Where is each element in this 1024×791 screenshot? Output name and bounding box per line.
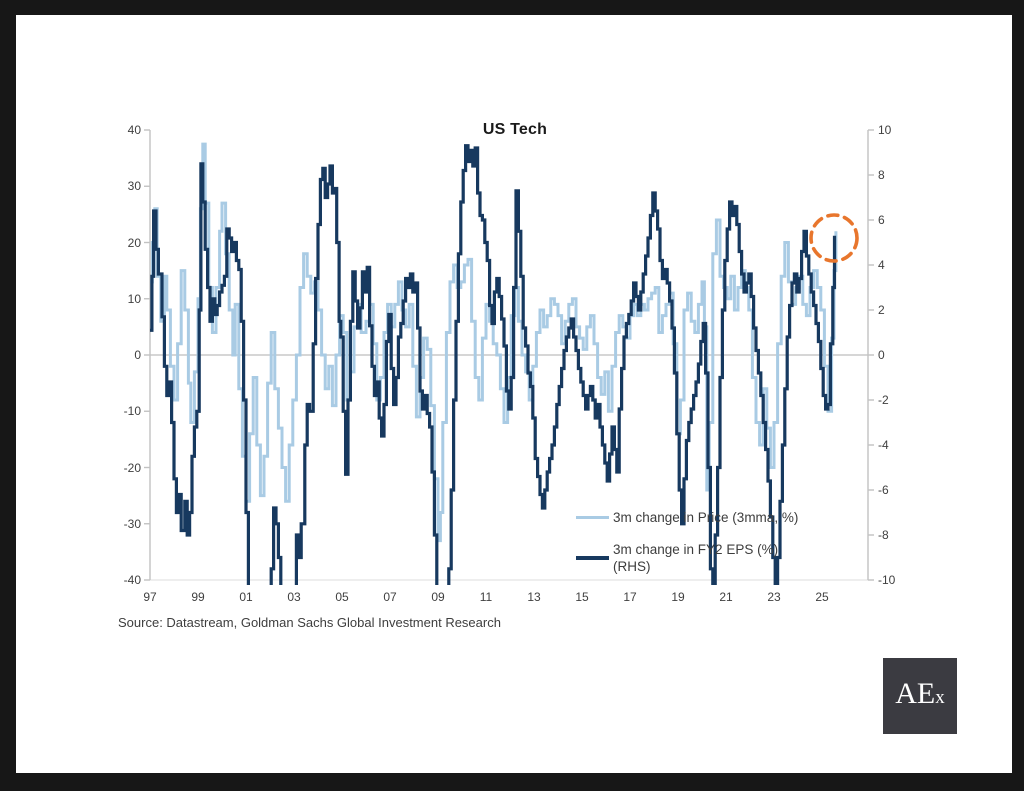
x-axis-tick-label: 17 — [623, 590, 637, 604]
right-axis-tick-label: -2 — [878, 393, 889, 407]
left-axis-tick-label: 20 — [127, 235, 141, 250]
x-axis-tick-label: 19 — [671, 590, 685, 604]
price-line-swatch — [576, 516, 609, 519]
right-axis-tick-label: -4 — [878, 438, 889, 452]
legend-label-price: 3m change in Price (3mma, %) — [613, 510, 799, 525]
x-axis-tick-label: 09 — [431, 590, 445, 604]
x-axis-tick-label: 03 — [287, 590, 301, 604]
x-axis-tick-label: 23 — [767, 590, 781, 604]
chart-title: US Tech — [482, 121, 548, 138]
right-axis-tick-label: -8 — [878, 528, 889, 542]
x-axis-tick-label: 21 — [719, 590, 733, 604]
left-axis-tick-label: 0 — [134, 348, 141, 362]
legend-label-eps-line1: 3m change in FY2 EPS (%) — [613, 542, 779, 557]
x-axis-tick-label: 11 — [479, 590, 493, 604]
left-axis-tick-label: -30 — [123, 516, 141, 531]
left-axis-tick-label: 30 — [127, 179, 141, 194]
x-axis-tick-label: 07 — [383, 590, 397, 604]
aex-logo: AEx — [883, 658, 957, 734]
chart-plot — [144, 129, 874, 585]
x-axis-tick-label: 25 — [815, 590, 829, 604]
left-axis-tick-label: 10 — [127, 291, 141, 306]
right-axis-tick-label: 10 — [878, 123, 892, 137]
highlight-circle-annotation — [809, 213, 859, 263]
right-axis-tick-label: 6 — [878, 213, 885, 227]
right-axis-tick-label: 8 — [878, 168, 885, 182]
left-axis-tick-label: -10 — [123, 404, 141, 419]
aex-logo-text: AEx — [895, 677, 945, 710]
left-axis-tick-label: -20 — [123, 460, 141, 475]
right-axis-tick-label: 2 — [878, 303, 885, 317]
right-axis-tick-label: 4 — [878, 258, 885, 272]
eps-line-swatch — [576, 556, 609, 560]
left-axis-tick-label: -40 — [123, 573, 141, 587]
x-axis-tick-label: 01 — [239, 590, 253, 604]
legend-item-eps: 3m change in FY2 EPS (%) (RHS) — [576, 541, 798, 575]
right-axis-tick-label: -10 — [878, 573, 896, 587]
x-axis-tick-label: 15 — [575, 590, 589, 604]
left-axis-tick-label: 40 — [127, 123, 141, 137]
right-axis-tick-label: 0 — [878, 348, 885, 362]
legend-item-price: 3m change in Price (3mma, %) — [576, 509, 798, 526]
x-axis-tick-label: 99 — [191, 590, 205, 604]
right-axis-tick-label: -6 — [878, 483, 889, 497]
price-series-line — [150, 142, 838, 543]
eps-series-line — [150, 144, 837, 585]
x-axis-tick-label: 05 — [335, 590, 349, 604]
legend-label-eps-line2: (RHS) — [613, 559, 651, 574]
source-text: Source: Datastream, Goldman Sachs Global… — [118, 615, 501, 630]
x-axis-tick-label: 97 — [143, 590, 157, 604]
chart-panel: US Tech 40 30 20 10 0 -10 -20 -30 -40 10 8 6 4 2 0 -2-… — [16, 15, 1012, 773]
legend: 3m change in Price (3mma, %) 3m change i… — [576, 509, 798, 590]
legend-label-eps: 3m change in FY2 EPS (%) (RHS) — [613, 541, 778, 575]
x-axis-tick-label: 13 — [527, 590, 541, 604]
